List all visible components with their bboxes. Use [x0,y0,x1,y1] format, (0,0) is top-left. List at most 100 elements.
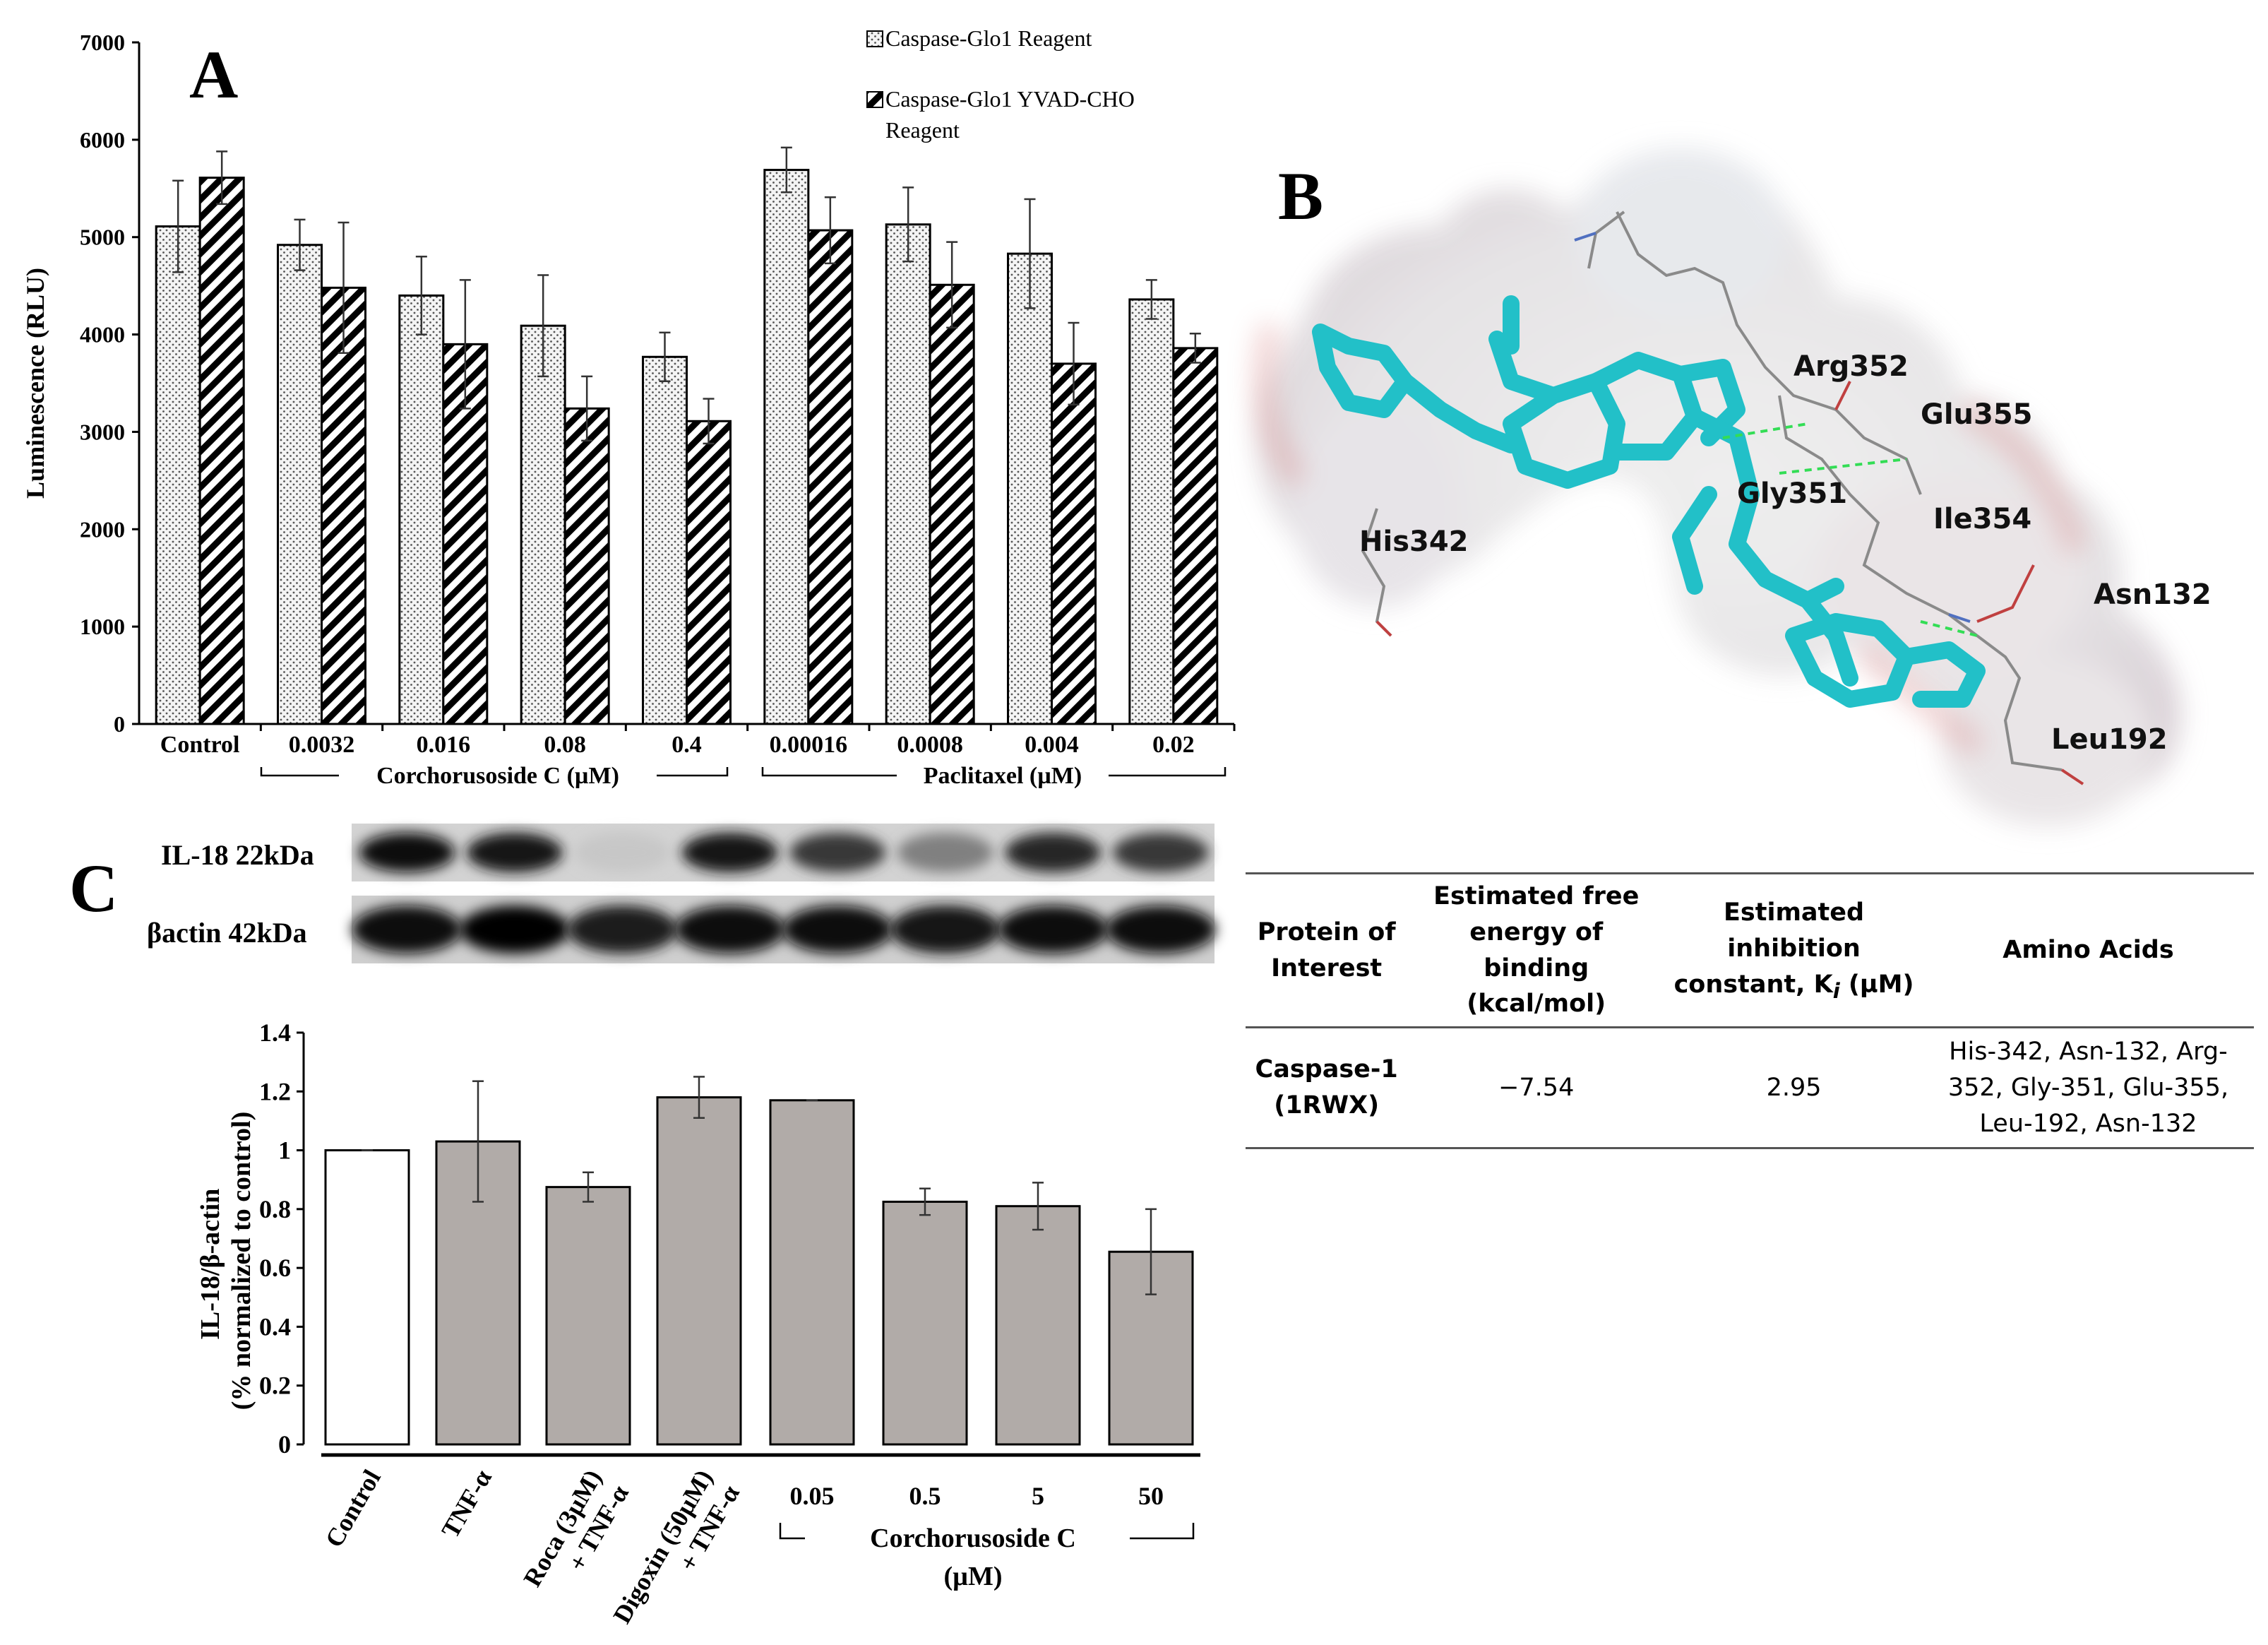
blot-label-actin: βactin 42kDa [147,917,307,949]
chart-c-bars [324,1076,1194,1446]
chart-c-ytick-label: 1.2 [259,1077,291,1105]
chart-c-ylabel-line2: (% normalized to control) [227,1112,256,1411]
cell-amino-acids: His-342, Asn-132, Arg- 352, Gly-351, Glu-… [1922,1027,2254,1150]
group-label-corchorusoside: Corchorusoside C (µM) [376,763,619,789]
chart-c-ytick-label: 0 [278,1430,291,1459]
group-label-paclitaxel: Paclitaxel (µM) [924,763,1082,789]
table-row: Caspase-1 (1RWX) −7.54 2.95 His-342, Asn-… [1246,1027,2254,1150]
residue-label: Asn132 [2094,578,2212,611]
ligand-molecule [1312,295,1986,708]
chart-c-ytick-label: 0.2 [259,1372,291,1400]
group-bracket [1130,1523,1195,1540]
chart-a-category-label: 0.0032 [289,732,355,758]
header-inhibition: Estimated inhibition constant, Ki (µM) [1665,872,1923,1028]
blot-band-il18 [466,833,563,872]
chart-c-rotated-label: Roca (3µM)+ TNF-α [518,1465,634,1607]
bar-dotted [642,355,688,725]
bar-dotted [520,324,566,725]
chart-c-rotated-label: TNF-α [436,1465,497,1543]
residue-label: His342 [1359,525,1469,558]
chart-c-rotated-label-line1: Control [320,1465,386,1552]
group-label-unit: (µM) [943,1562,1002,1591]
header-protein: Protein of Interest [1246,872,1408,1028]
bar-hatched [929,283,975,725]
chart-c-category-label: 50 [1138,1482,1164,1510]
legend-swatch-dotted [866,30,883,47]
legend-swatch-hatched [866,91,883,108]
group-bracket [657,767,729,777]
bar-hatched [563,407,610,725]
chart-a-category-label: 0.016 [417,732,471,758]
chart-a-ytick-label: 3000 [80,419,125,444]
bar-il18 [995,1205,1081,1446]
residue-label: Gly351 [1737,477,1847,510]
chart-c-ytick-label: 1.4 [259,1019,291,1047]
residue-label: Ile354 [1933,503,2031,535]
chart-a-labels: 0 1000 2000 3000 4000 5000 6000 7000 Luminescenc… [21,30,1195,789]
protein-sticks [1361,210,2084,785]
chart-a-category-label: 0.02 [1152,732,1195,758]
blot-label-il18: IL-18 22kDa [161,839,314,871]
bar-hatched [686,420,732,725]
blot-band-il18 [681,833,778,872]
chart-a-category-label: Control [160,732,240,758]
chart-a: 0 1000 2000 3000 4000 5000 6000 7000 Luminescenc… [21,25,1236,789]
chart-a-ytick-label: 2000 [80,516,125,542]
bar-dotted [763,169,810,725]
blot-band-il18 [574,833,671,872]
chart-c-rotated-label-line1: TNF-α [436,1465,497,1543]
blot-band-actin [890,905,1001,954]
chart-c-category-label: 0.5 [909,1482,941,1510]
chart-a-category-label: 0.00016 [770,732,848,758]
blot-band-il18 [789,833,886,872]
chart-c-ylabel-line1: IL-18/β-actin [196,1189,225,1340]
cell-ki: 2.95 [1665,1027,1923,1150]
chart-a-ytick-label: 6000 [80,127,125,153]
bar-il18 [656,1096,742,1446]
blot-band-il18 [897,833,993,872]
group-bracket [1109,767,1226,777]
header-energy: Estimated free energy of binding (kcal/mol… [1407,872,1666,1028]
legend-label-series-2-line1: Caspase-Glo1 YVAD-CHO [885,86,1135,112]
cell-energy: −7.54 [1407,1027,1666,1150]
chart-c-ytick-label: 1 [278,1136,291,1165]
bar-dotted [277,244,323,725]
chart-a-category-label: 0.0008 [897,732,963,758]
blot-band-actin [352,905,462,954]
group-bracket [761,767,897,777]
chart-c-category-label: 5 [1032,1482,1044,1510]
bar-dotted [155,225,201,725]
chart-c-ytick-label: 0.6 [259,1254,291,1282]
chart-a-legend: Caspase-Glo1 Reagent Caspase-Glo1 YVAD-C… [866,25,1140,143]
panel-label-b: B [1278,158,1323,234]
residue-label: Arg352 [1793,350,1909,383]
chart-c-ytick-label: 0.8 [259,1195,291,1223]
chart-a-bars [155,146,1219,725]
blot-band-actin [998,905,1109,954]
bar-dotted [885,223,931,725]
residue-label: Leu192 [2051,723,2168,756]
legend-label-series-1: Caspase-Glo1 Reagent [885,25,1092,51]
blot-band-il18 [1112,833,1209,872]
chart-a-category-label: 0.08 [544,732,586,758]
panel-label-a: A [189,37,238,112]
protein-surface [1253,148,2181,826]
legend-label-series-2-line2: Reagent [885,117,960,143]
group-bracket [260,767,339,777]
bar-hatched [321,286,366,725]
blot-band-il18 [359,833,455,872]
chart-c-ytick-label: 0.4 [259,1312,291,1341]
docking-illustration: B [1253,148,2212,826]
group-label-corchorusoside-c: Corchorusoside C [870,1524,1076,1553]
cell-protein: Caspase-1 (1RWX) [1246,1027,1408,1150]
western-blot: IL-18 22kDa βactin 42kDa [147,824,1216,963]
bar-il18 [882,1200,968,1446]
panel-label-c: C [69,850,118,926]
chart-c-category-label: 0.05 [790,1482,835,1510]
blot-band-actin [782,905,893,954]
chart-a-category-label: 0.004 [1025,732,1079,758]
legend-label-series-2: Caspase-Glo1 YVAD-CHO Reagent [885,86,1140,143]
bar-hatched [807,229,854,725]
chart-a-category-label: 0.4 [672,732,702,758]
header-amino-acids: Amino Acids [1922,872,2254,1028]
